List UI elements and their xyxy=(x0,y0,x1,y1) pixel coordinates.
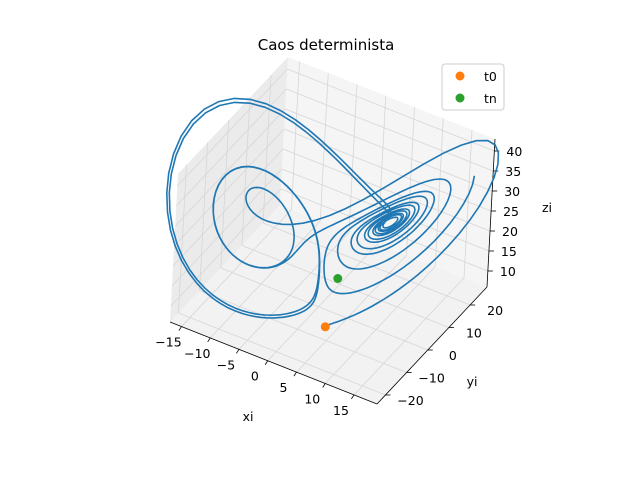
x-tick-label: −5 xyxy=(217,357,235,372)
grid-y-floor xyxy=(220,267,428,351)
legend-label-t0: t0 xyxy=(484,69,497,84)
z-tick-label: 15 xyxy=(501,244,517,259)
z-tick-label: 25 xyxy=(503,204,519,219)
legend-marker-tn xyxy=(455,93,465,103)
x-tick-label: 10 xyxy=(304,392,320,407)
x-tick-label: 15 xyxy=(333,403,349,418)
grid-x-floor xyxy=(238,232,350,350)
grid-y-left xyxy=(262,74,272,224)
z-tick-label: 35 xyxy=(505,164,521,179)
axis-lines xyxy=(169,138,496,405)
grid-x-back xyxy=(434,118,444,267)
grid-y-left xyxy=(241,97,251,246)
x-axis-label: xi xyxy=(243,409,254,424)
grid-z-back xyxy=(285,108,493,192)
grid-y-floor xyxy=(262,222,471,306)
grid-z-left xyxy=(177,68,288,187)
x-tick-label: −10 xyxy=(184,346,210,361)
grid-x-floor xyxy=(267,243,379,361)
data-layer xyxy=(166,97,500,332)
grid-z-back xyxy=(286,88,494,172)
trajectory-line xyxy=(166,97,500,328)
x-tick xyxy=(322,383,326,388)
y-tick-label: 20 xyxy=(487,303,503,318)
grid-z-back xyxy=(282,148,491,232)
chart-title: Caos determinista xyxy=(258,36,395,54)
y-tick-label: −20 xyxy=(397,393,423,408)
x-tick xyxy=(351,394,355,400)
grid-x-back xyxy=(348,84,358,233)
grid-y-floor xyxy=(178,312,386,396)
z-tick-label: 30 xyxy=(504,184,520,199)
z-axis-label: zi xyxy=(542,200,552,215)
x-tick-label: 0 xyxy=(251,369,259,384)
z-tick-label: 40 xyxy=(506,144,522,159)
grid-z-back xyxy=(287,68,495,152)
grid-x-back xyxy=(291,61,300,210)
grid-x-floor xyxy=(209,220,321,339)
x-tick xyxy=(264,360,269,365)
x-tick xyxy=(236,349,240,354)
z-tick-label: 10 xyxy=(500,264,516,279)
x-tick xyxy=(178,326,182,331)
grid-x-floor xyxy=(353,277,465,396)
y-tick-label: −10 xyxy=(418,371,444,386)
z-axis-line xyxy=(486,138,496,288)
y-axis-line xyxy=(376,286,488,405)
marker-t0 xyxy=(320,322,330,332)
back-pane xyxy=(280,57,495,287)
z-tick-label: 20 xyxy=(502,224,518,239)
grid-z-left xyxy=(173,128,285,247)
grid-y-floor xyxy=(241,245,450,328)
grid-x-back xyxy=(463,129,473,278)
x-tick xyxy=(207,337,211,343)
y-axis-label: yi xyxy=(467,374,478,389)
x-tick-label: −15 xyxy=(155,335,181,350)
x-axis-line xyxy=(169,321,378,405)
x-tick xyxy=(293,371,297,377)
grid-z-left xyxy=(174,108,286,227)
marker-tn xyxy=(333,274,343,283)
grid-y-floor xyxy=(199,290,407,373)
legend: t0 tn xyxy=(441,63,505,111)
grid-x-floor xyxy=(181,209,292,327)
y-tick-label: 0 xyxy=(449,348,457,363)
grid-y-left xyxy=(178,164,187,314)
grid-z-left xyxy=(172,148,284,267)
y-tick-label: 10 xyxy=(466,326,482,341)
grid-x-floor xyxy=(324,266,436,384)
legend-marker-t0 xyxy=(455,71,465,81)
grid-y-left xyxy=(199,142,209,291)
legend-label-tn: tn xyxy=(484,91,497,106)
grid-x-floor xyxy=(296,254,407,373)
left-pane xyxy=(170,57,288,322)
x-tick-label: 5 xyxy=(280,380,288,395)
